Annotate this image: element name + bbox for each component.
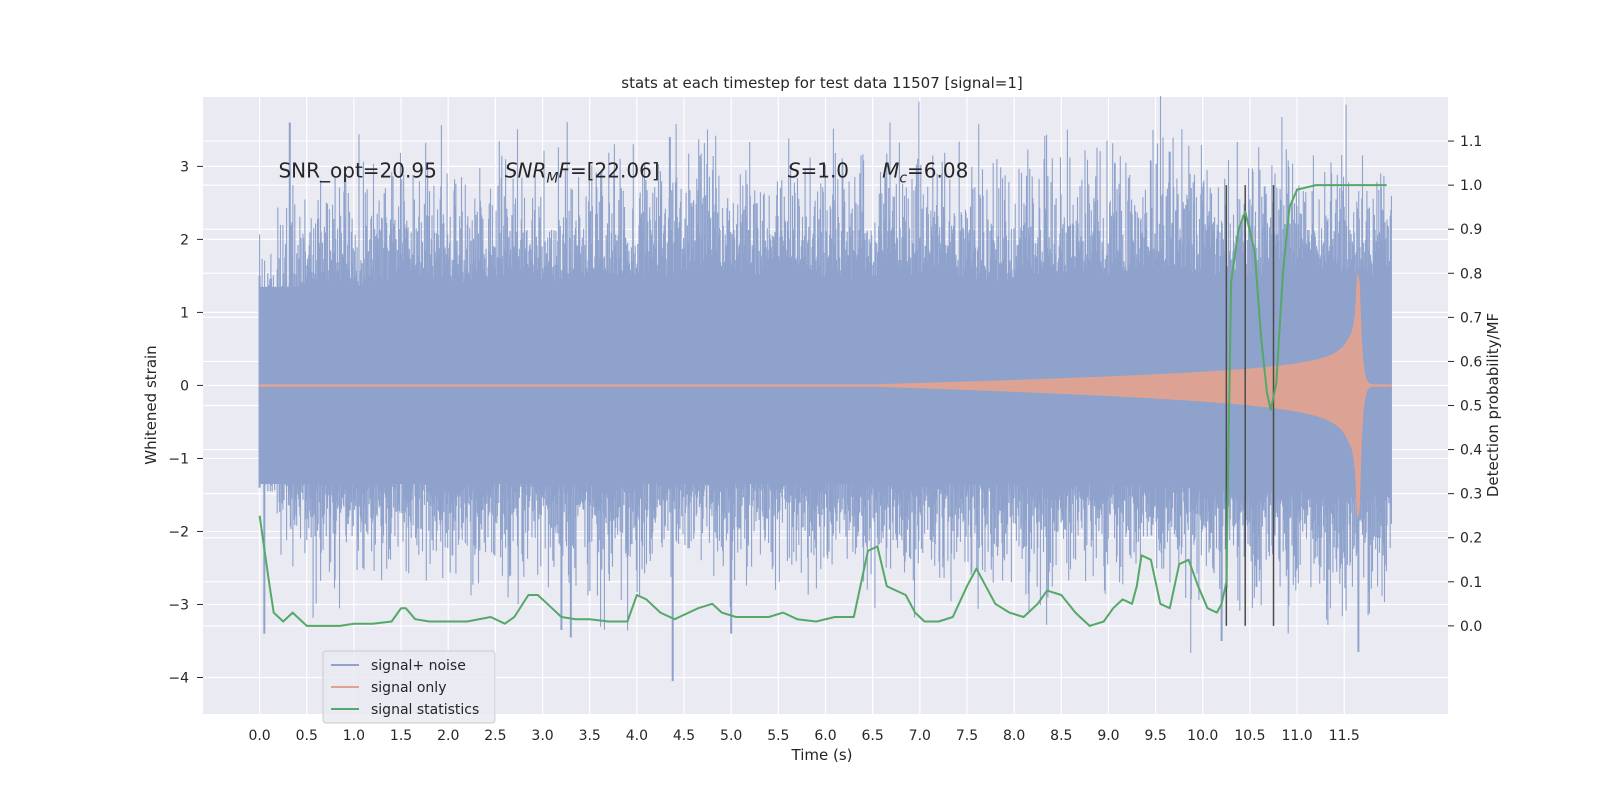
y-left-tick-label: 1	[180, 305, 189, 321]
x-tick-label: 8.5	[1050, 728, 1072, 744]
signal-series	[259, 273, 1392, 519]
x-tick-label: 9.5	[1144, 728, 1166, 744]
y-left-tick-label: −2	[168, 524, 189, 540]
x-tick-label: 1.0	[343, 728, 365, 744]
y-left-tick-label: −3	[168, 597, 189, 613]
y-left-axis-label: Whitened strain	[142, 345, 160, 464]
chart-title: stats at each timestep for test data 115…	[621, 74, 1022, 92]
legend-label: signal statistics	[371, 702, 479, 718]
x-tick-label: 3.0	[531, 728, 553, 744]
y-left-tick-label: −4	[168, 670, 189, 686]
y-left-axis-ticks: 3 2 1 0 −1 −2 −3 −4	[168, 159, 203, 686]
annotation-0: SNR_opt=20.95	[278, 158, 436, 182]
y-right-tick-label: 1.1	[1460, 134, 1482, 150]
x-tick-label: 2.0	[437, 728, 459, 744]
x-tick-label: 10.5	[1234, 728, 1265, 744]
y-right-tick-label: 0.3	[1460, 487, 1482, 503]
x-tick-label: 10.0	[1187, 728, 1218, 744]
y-left-tick-label: −1	[168, 451, 189, 467]
annotations: SNR_opt=20.95 SNRMF=[22.06] S=1.0 Mc=6.08	[278, 158, 968, 186]
signal-statistics-line	[258, 184, 1387, 627]
y-left-tick-label: 2	[180, 232, 189, 248]
x-tick-label: 4.0	[626, 728, 648, 744]
x-tick-label: 4.5	[673, 728, 695, 744]
y-right-tick-label: 0.9	[1460, 222, 1482, 238]
y-right-tick-label: 0.5	[1460, 399, 1482, 415]
y-right-tick-label: 1.0	[1460, 178, 1482, 194]
x-tick-label: 6.0	[814, 728, 836, 744]
x-tick-label: 11.0	[1282, 728, 1313, 744]
y-right-tick-label: 0.7	[1460, 310, 1482, 326]
x-axis-label: Time (s)	[791, 746, 853, 764]
x-tick-label: 2.5	[484, 728, 506, 744]
x-tick-label: 6.5	[862, 728, 884, 744]
legend-label: signal+ noise	[371, 658, 466, 674]
y-right-tick-label: 0.6	[1460, 354, 1482, 370]
legend: signal+ noise signal only signal statistic…	[322, 650, 496, 724]
x-tick-label: 7.0	[909, 728, 931, 744]
x-tick-label: 8.0	[1003, 728, 1025, 744]
y-right-tick-label: 0.1	[1460, 575, 1482, 591]
annotation-1: SNRMF=[22.06]	[505, 158, 660, 186]
x-tick-label: 11.5	[1329, 728, 1360, 744]
x-tick-label: 0.5	[296, 728, 318, 744]
x-tick-label: 7.5	[956, 728, 978, 744]
x-tick-label: 5.5	[767, 728, 789, 744]
y-right-axis-label: Detection probability/MF	[1484, 313, 1502, 497]
x-tick-label: 0.0	[248, 728, 270, 744]
y-right-tick-label: 0.2	[1460, 531, 1482, 547]
statistic-series	[258, 184, 1387, 627]
annotation-2: S=1.0	[788, 158, 849, 182]
legend-label: signal only	[371, 680, 446, 696]
x-tick-label: 1.5	[390, 728, 412, 744]
y-right-tick-label: 0.8	[1460, 266, 1482, 282]
x-tick-label: 3.5	[579, 728, 601, 744]
y-left-tick-label: 0	[180, 378, 189, 394]
y-left-tick-label: 3	[180, 159, 189, 175]
y-right-axis-ticks: 1.1 1.0 0.9 0.8 0.7 0.6 0.5 0.4 0.3 0.2 0.1 0.0	[1448, 134, 1482, 635]
y-right-tick-label: 0.0	[1460, 619, 1482, 635]
y-right-tick-label: 0.4	[1460, 443, 1482, 459]
x-tick-label: 5.0	[720, 728, 742, 744]
x-axis-ticks: 0.0 0.5 1.0 1.5 2.0 2.5 3.0 3.5 4.0 4.5 5.0 5.5 6.0 6…	[248, 728, 1359, 744]
annotation-3: Mc=6.08	[882, 158, 968, 186]
x-tick-label: 9.0	[1097, 728, 1119, 744]
legend-box	[322, 650, 496, 724]
